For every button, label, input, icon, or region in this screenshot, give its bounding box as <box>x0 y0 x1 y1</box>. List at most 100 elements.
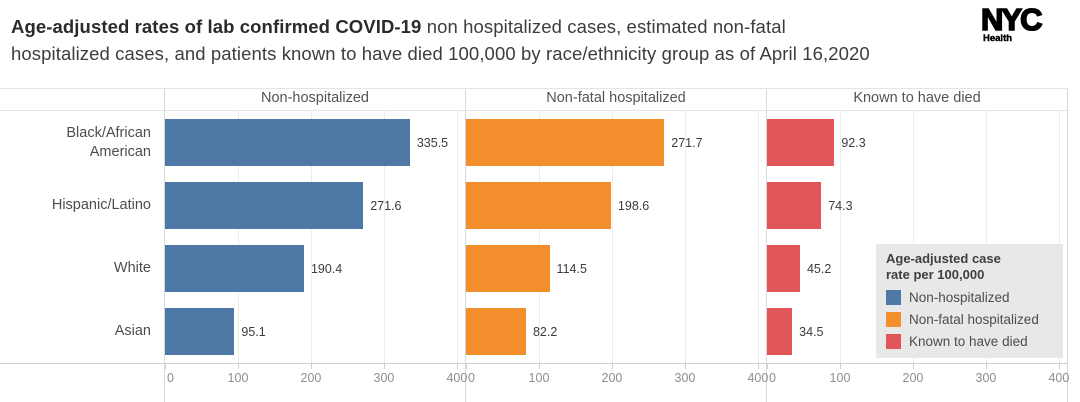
row-label-text: White <box>113 260 151 277</box>
bar-value-label: 95.1 <box>241 324 266 339</box>
bar-value-label: 92.3 <box>841 135 866 150</box>
axis-tick-label: 300 <box>373 371 395 385</box>
chart-title-line2: hospitalized cases, and patients known t… <box>11 43 870 64</box>
legend-item-non-fatal-hospitalized[interactable]: Non-fatal hospitalized <box>883 312 1053 327</box>
bar-non-fatal-hospitalized-asian[interactable] <box>466 308 526 355</box>
bar-row-asian: 34.5 <box>767 300 1067 363</box>
bar-row-black-african-american: 92.3 <box>767 111 1067 174</box>
gridline <box>383 111 385 363</box>
bar-row-white: 114.5 <box>466 237 766 300</box>
legend-swatch <box>886 334 901 349</box>
nyc-logo-text: NYC <box>980 2 1043 37</box>
legend-item-label: Non-fatal hospitalized <box>909 312 1039 327</box>
axis-tick-mark <box>684 364 686 369</box>
axis-tick-mark <box>456 364 458 369</box>
gridline <box>757 111 759 363</box>
bar-known-to-have-died-hispanic-latino[interactable] <box>767 182 822 229</box>
bar-non-fatal-hospitalized-white[interactable] <box>466 245 550 292</box>
gridline <box>839 111 841 363</box>
bar-value-label: 74.3 <box>828 198 853 213</box>
legend-swatch <box>886 312 901 327</box>
panel-axis-known-to-have-died: 0 100 200 300 400 <box>767 363 1070 402</box>
bar-value-label: 114.5 <box>556 261 587 276</box>
axis-tick-label: 200 <box>601 371 623 385</box>
bar-non-hospitalized-hispanic-latino[interactable] <box>165 182 364 229</box>
axis-tick-label: 200 <box>902 371 924 385</box>
bar-value-label: 198.6 <box>617 198 650 213</box>
axis-tick-label: 400 <box>747 371 769 385</box>
bar-row-white: 190.4 <box>165 237 465 300</box>
legend-item-non-hospitalized[interactable]: Non-hospitalized <box>883 290 1053 305</box>
row-labels-axis-spacer <box>0 363 164 402</box>
panel-plot-non-hospitalized: 335.5 271.6 190.4 95.1 <box>165 111 465 363</box>
bar-non-hospitalized-white[interactable] <box>165 245 304 292</box>
axis-tick-label: 0 <box>769 371 776 385</box>
axis-tick-label: 300 <box>975 371 997 385</box>
panel-title-known-to-have-died: Known to have died <box>767 89 1067 111</box>
axis-tick-mark <box>237 364 239 369</box>
gridline <box>611 111 613 363</box>
bar-non-hospitalized-black-african-american[interactable] <box>165 119 410 166</box>
bar-known-to-have-died-asian[interactable] <box>767 308 793 355</box>
bar-value-label: 271.6 <box>370 198 402 213</box>
legend-item-label: Non-hospitalized <box>909 290 1010 305</box>
axis-tick-label: 0 <box>468 371 475 385</box>
bar-known-to-have-died-white[interactable] <box>767 245 800 292</box>
axis-tick-mark <box>767 364 768 369</box>
row-label-text: Asian <box>114 323 151 340</box>
panel-axis-non-hospitalized: 0 100 200 300 400 <box>165 363 468 402</box>
row-label-hispanic-latino: Hispanic/Latino <box>0 174 164 237</box>
chart-title-line1: Age-adjusted rates of lab confirmed COVI… <box>11 13 969 40</box>
panel-non-fatal-hospitalized: Non-fatal hospitalized 271.7 198.6 114.5 82.… <box>465 89 769 402</box>
axis-tick-mark <box>757 364 759 369</box>
legend: Age-adjusted case rate per 100,000 Non-h… <box>876 244 1063 358</box>
gridline <box>684 111 686 363</box>
gridline <box>985 111 987 363</box>
bar-known-to-have-died-black-african-american[interactable] <box>767 119 835 166</box>
bar-non-hospitalized-asian[interactable] <box>165 308 235 355</box>
panel-title-non-fatal-hospitalized: Non-fatal hospitalized <box>466 89 766 111</box>
axis-tick-mark <box>466 364 467 369</box>
chart-title-bold: Age-adjusted rates of lab confirmed COVI… <box>11 16 422 37</box>
row-label-asian: Asian <box>0 300 164 363</box>
bar-value-label: 45.2 <box>806 261 832 276</box>
legend-title: Age-adjusted case rate per 100,000 <box>886 251 1001 282</box>
row-labels: Black/African American Hispanic/Latino Whi… <box>0 89 164 402</box>
gridline <box>310 111 312 363</box>
legend-item-known-to-have-died[interactable]: Known to have died <box>883 334 1053 349</box>
panel-axis-non-fatal-hospitalized: 0 100 200 300 400 <box>466 363 769 402</box>
bar-chart: Black/African American Hispanic/Latino Whi… <box>0 88 1070 402</box>
bar-value-label: 34.5 <box>799 324 824 339</box>
bar-value-label: 271.7 <box>671 135 703 150</box>
panel-title-non-hospitalized: Non-hospitalized <box>165 89 465 111</box>
bar-row-white: 45.2 <box>767 237 1067 300</box>
axis-tick-mark <box>383 364 385 369</box>
panel-plot-non-fatal-hospitalized: 271.7 198.6 114.5 82.2 <box>466 111 766 363</box>
bar-row-hispanic-latino: 271.6 <box>165 174 465 237</box>
axis-tick-mark <box>611 364 613 369</box>
bar-row-hispanic-latino: 74.3 <box>767 174 1067 237</box>
bar-row-hispanic-latino: 198.6 <box>466 174 766 237</box>
row-label-white: White <box>0 237 164 300</box>
axis-tick-label: 0 <box>167 371 174 385</box>
axis-tick-label: 100 <box>829 371 851 385</box>
axis-tick-mark <box>839 364 841 369</box>
bar-non-fatal-hospitalized-hispanic-latino[interactable] <box>466 182 611 229</box>
axis-tick-label: 200 <box>300 371 322 385</box>
panel-non-hospitalized: Non-hospitalized 335.5 271.6 190.4 95.1 0 100 2… <box>164 89 468 402</box>
legend-item-label: Known to have died <box>909 334 1028 349</box>
panel-known-to-have-died: Known to have died 92.3 74.3 45.2 34.5 0 100 20… <box>766 89 1070 402</box>
gridline <box>456 111 458 363</box>
row-label-text: Black/African American <box>66 124 151 160</box>
axis-tick-mark <box>1058 364 1060 369</box>
axis-tick-label: 400 <box>446 371 468 385</box>
bar-row-black-african-american: 335.5 <box>165 111 465 174</box>
axis-tick-mark <box>912 364 914 369</box>
nyc-health-logo: NYC Health <box>980 2 1067 45</box>
axis-tick-label: 400 <box>1048 371 1070 385</box>
bar-row-asian: 95.1 <box>165 300 465 363</box>
axis-tick-mark <box>165 364 166 369</box>
axis-tick-label: 300 <box>674 371 696 385</box>
bar-non-fatal-hospitalized-black-african-american[interactable] <box>466 119 665 166</box>
